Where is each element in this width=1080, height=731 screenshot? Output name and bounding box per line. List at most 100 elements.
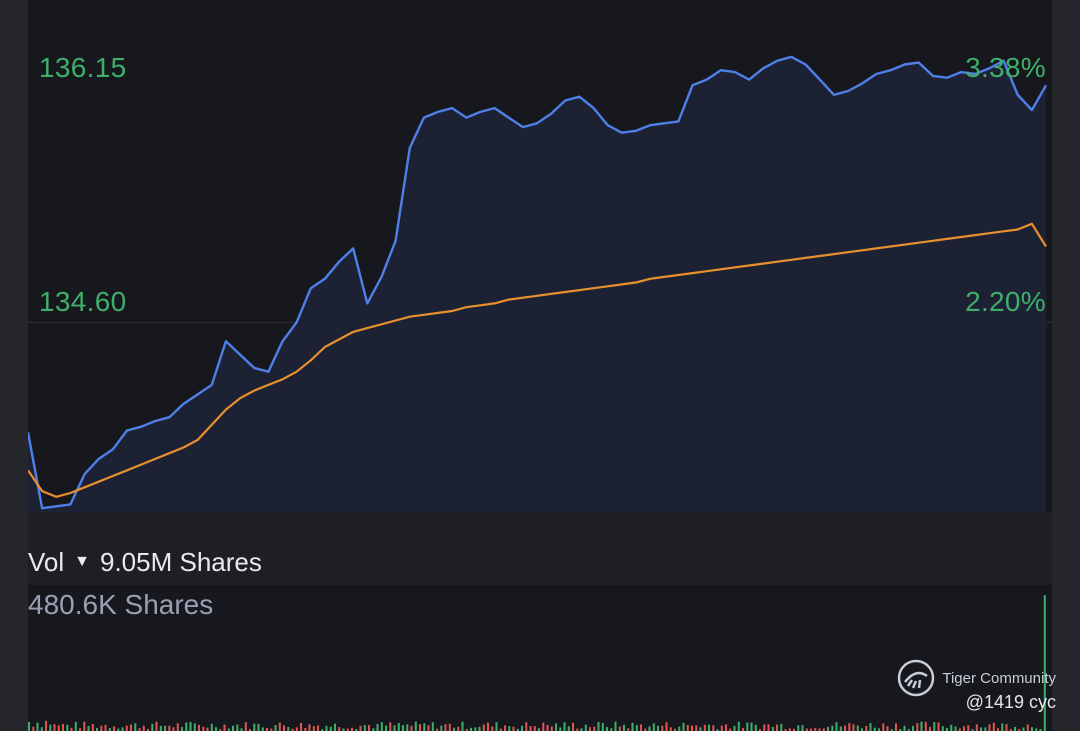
volume-bar [270,728,273,731]
volume-bar [954,726,957,731]
volume-bar [291,728,294,731]
volume-header[interactable]: Vol ▼ 9.05M Shares [28,540,262,584]
volume-bar [652,723,655,731]
volume-bar [618,726,621,731]
left-margin [0,0,28,731]
volume-bar [1001,723,1004,731]
volume-bar [831,725,834,731]
volume-bar [346,728,349,731]
volume-bar [138,728,141,731]
volume-bar [614,721,617,731]
volume-bar [1005,724,1008,731]
price-label-mid: 134.60 [39,286,127,317]
volume-bar [130,724,132,731]
volume-bar [708,724,710,731]
volume-bar [176,723,179,731]
volume-bar [763,724,766,731]
volume-bar [155,721,158,731]
volume-bar [448,723,451,731]
volume-bar [440,725,443,731]
volume-bar [946,727,948,731]
volume-bar [627,728,630,731]
volume-bar [967,725,970,731]
volume-bar [329,726,332,731]
volume-bar [899,729,902,731]
volume-bar [300,723,302,731]
volume-bar [916,723,919,731]
volume-bar [844,725,846,731]
volume-bar [878,728,880,731]
volume-bar [474,727,477,731]
volume-bar [780,723,783,731]
volume-bar [393,725,396,731]
volume-bar [308,724,311,731]
volume-bar [720,725,723,731]
volume-bar [28,722,30,731]
volume-bar [504,725,506,731]
volume-bar [193,723,196,731]
volume-bar [274,725,277,731]
volume-bar [521,725,523,731]
volume-bar [963,726,965,731]
volume-bar [312,726,315,731]
volume-bar [886,726,889,731]
volume-chart-panel[interactable]: 480.6K Shares [28,585,1052,731]
price-label-top: 136.15 [39,52,127,83]
volume-bar [210,723,213,731]
volume-bar [550,726,553,731]
volume-bar [903,725,906,731]
volume-bar [36,722,39,731]
volume-bar [117,728,120,731]
volume-bar [355,729,358,731]
watermark-brand: Tiger Community [942,669,1056,687]
volume-bar [852,724,855,731]
volume-bar [223,724,226,731]
volume-bar [958,728,961,731]
volume-bar [253,723,256,731]
volume-bar [623,724,625,731]
volume-bar [376,724,379,731]
volume-bar [202,726,205,731]
volume-bar [147,728,149,731]
volume-bar [920,721,923,731]
volume-bar [810,728,812,731]
volume-bar [334,723,336,731]
caret-down-icon[interactable]: ▼ [74,553,90,570]
volume-bar [750,722,753,731]
volume-bar [491,726,494,731]
volume-bar [712,725,715,731]
volume-bar [686,725,689,731]
volume-bar [576,728,579,731]
volume-bar [674,728,676,731]
volume-bar [499,728,502,731]
volume-bar [512,726,515,731]
volume-bar [988,724,991,731]
volume-bar [907,729,910,731]
percent-label-top: 3.38% [965,52,1046,83]
volume-bar [593,726,596,731]
volume-bar [529,726,532,731]
volume-bar [890,729,893,731]
volume-bar [321,729,324,731]
volume-bar [1039,729,1042,731]
volume-bar [1035,728,1038,731]
volume-bar [538,728,540,731]
volume-bar [368,725,370,731]
volume-bar [640,724,642,731]
volume-bar [287,727,290,731]
volume-bar [631,722,634,731]
volume-bar [1026,724,1029,731]
volume-bar [937,722,940,731]
watermark: Tiger Community [896,658,1056,698]
price-area-fill [28,56,1046,512]
volume-bar [198,724,200,731]
volume-bar [397,723,400,731]
volume-bar [716,729,719,731]
volume-bar [525,722,528,731]
right-margin [1052,0,1080,731]
volume-bar [657,725,659,731]
volume-bar [338,727,341,731]
volume-bar [436,728,438,731]
price-chart-panel[interactable]: 136.15 134.60 3.38% 2.20% [28,0,1052,512]
volume-bar [113,726,115,731]
